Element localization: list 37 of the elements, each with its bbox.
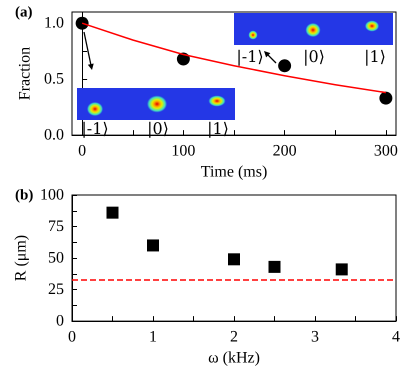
y-tick-label: 0 (56, 312, 64, 330)
point (228, 253, 240, 266)
x-tick-label: 2 (230, 328, 238, 346)
x-axis-title: Time (ms) (200, 164, 268, 180)
chart-title: (b) (15, 188, 34, 204)
y-axis-title: R (μm) (12, 234, 30, 282)
annotation: |1⟩ (364, 47, 386, 66)
y-tick-label: 75 (48, 218, 64, 236)
point (76, 16, 89, 30)
point (336, 263, 348, 276)
point (106, 206, 118, 219)
y-tick-label: 100 (40, 186, 64, 204)
y-tick-label: 50 (48, 250, 64, 267)
x-tick-label: 100 (171, 142, 196, 160)
y-tick-label: 0.0 (44, 126, 64, 144)
y-tick-label: 25 (48, 281, 64, 298)
x-tick-label: 3 (311, 328, 319, 346)
x-tick-label: 1 (149, 328, 157, 346)
annotation: |0⟩ (147, 119, 169, 138)
x-tick-label: 0 (78, 142, 86, 160)
y-tick-label: 1.0 (44, 14, 64, 32)
point (147, 239, 159, 252)
point (379, 92, 392, 105)
chart-title: (a) (15, 4, 32, 20)
y-tick-label: 0.5 (44, 70, 64, 88)
point (268, 260, 280, 273)
annotation: |1⟩ (207, 119, 229, 138)
x-tick-label: 4 (392, 328, 400, 346)
y-axis-title: Fraction (16, 46, 34, 100)
point (278, 59, 292, 72)
x-tick-label: 0 (68, 328, 76, 346)
annotation: |-1⟩ (81, 119, 109, 138)
annotation: |0⟩ (303, 47, 325, 66)
x-tick-label: 300 (374, 142, 398, 160)
x-tick-label: 200 (272, 142, 297, 160)
annotation: |-1⟩ (236, 47, 264, 66)
x-axis-title: ω (kHz) (208, 350, 260, 366)
